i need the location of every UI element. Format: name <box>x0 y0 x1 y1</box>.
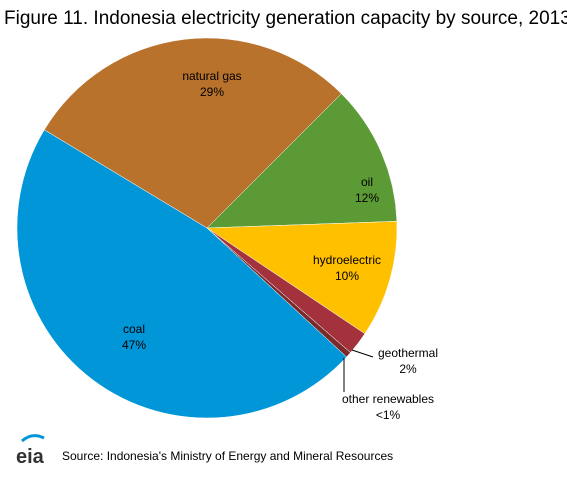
pie-slice <box>206 221 398 335</box>
value-label: 12% <box>355 191 379 205</box>
logo: eia <box>16 434 45 468</box>
leader-line <box>351 349 374 358</box>
value-label: 2% <box>399 362 417 376</box>
value-label: 10% <box>335 269 359 283</box>
slice-label: oil <box>361 175 373 189</box>
pie-slice <box>43 37 342 229</box>
chart-title: Figure 11. Indonesia electricity generat… <box>4 8 567 29</box>
slice-label: coal <box>123 322 145 336</box>
value-label: 29% <box>200 85 224 99</box>
slice-label: hydroelectric <box>313 253 381 267</box>
logo-arc <box>20 434 45 443</box>
value-label: 47% <box>122 338 146 352</box>
pie-slice <box>206 93 398 229</box>
slice-label: other renewables <box>342 392 434 406</box>
slice-label: geothermal <box>378 346 438 360</box>
source-note: Source: Indonesia's Ministry of Energy a… <box>62 449 393 463</box>
value-label: <1% <box>376 408 401 422</box>
pie-slice <box>16 129 347 419</box>
logo-text: eia <box>16 446 45 468</box>
slice-label: natural gas <box>182 69 241 83</box>
